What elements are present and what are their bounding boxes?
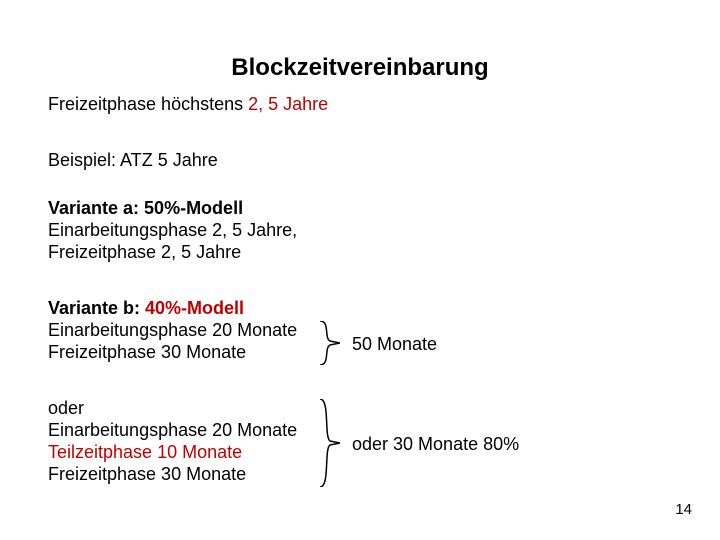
brace-icon <box>316 321 340 365</box>
alt-line-1: oder <box>48 398 84 419</box>
brace-icon <box>316 399 340 487</box>
variant-a-line-2: Freizeitphase 2, 5 Jahre <box>48 242 241 263</box>
subtitle-pre: Freizeitphase höchstens <box>48 94 248 114</box>
example-line: Beispiel: ATZ 5 Jahre <box>48 150 218 171</box>
variant-b-line-2: Freizeitphase 30 Monate <box>48 342 246 363</box>
title: Blockzeitvereinbarung <box>0 54 720 82</box>
variant-b-annotation: 50 Monate <box>352 334 437 355</box>
variant-a-line-1: Einarbeitungsphase 2, 5 Jahre, <box>48 220 297 241</box>
subtitle: Freizeitphase höchstens 2, 5 Jahre <box>48 94 328 115</box>
subtitle-highlight: 2, 5 Jahre <box>248 94 328 114</box>
variant-b-line-1: Einarbeitungsphase 20 Monate <box>48 320 297 341</box>
alt-line-3-highlight: Teilzeitphase 10 Monate <box>48 442 242 463</box>
alt-annotation: oder 30 Monate 80% <box>352 434 519 455</box>
alt-line-2: Einarbeitungsphase 20 Monate <box>48 420 297 441</box>
variant-a-title: Variante a: 50%-Modell <box>48 198 243 219</box>
alt-line-4: Freizeitphase 30 Monate <box>48 464 246 485</box>
variant-b-title: Variante b: 40%-Modell <box>48 298 244 319</box>
slide: Blockzeitvereinbarung Freizeitphase höch… <box>0 0 720 540</box>
variant-b-title-highlight: 40%-Modell <box>145 298 244 318</box>
page-number: 14 <box>675 501 692 518</box>
variant-b-title-pre: Variante b: <box>48 298 145 318</box>
